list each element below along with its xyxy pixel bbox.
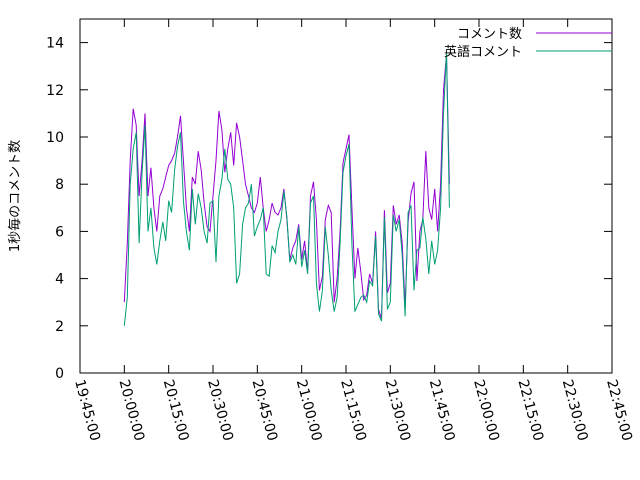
y-tick-label: 14 [46, 36, 64, 52]
x-tick-label: 20:45:00 [248, 378, 280, 443]
y-tick-label: 4 [55, 272, 64, 288]
y-tick-label: 6 [55, 224, 64, 240]
series-lines [123, 51, 450, 326]
x-tick-label: 21:45:00 [426, 378, 458, 443]
y-axis-ticks: 0 2 4 6 8 10 12 14 [46, 36, 612, 382]
y-tick-label: 2 [55, 319, 64, 335]
x-tick-label: 22:00:00 [470, 378, 502, 443]
x-tick-label: 21:15:00 [337, 378, 369, 443]
x-tick-label: 22:30:00 [559, 378, 591, 443]
legend-label: コメント数 [457, 27, 522, 42]
x-tick-label: 22:45:00 [603, 378, 635, 443]
x-tick-label: 21:00:00 [293, 378, 325, 443]
x-tick-label: 22:15:00 [514, 378, 546, 443]
x-tick-label: 20:00:00 [115, 378, 147, 443]
y-tick-label: 8 [55, 177, 64, 193]
y-axis-title: 1秒毎のコメント数 [7, 140, 23, 252]
y-tick-label: 12 [46, 83, 64, 99]
y-tick-label: 10 [46, 130, 64, 146]
series-line [123, 51, 450, 326]
legend-label: 英語コメント [444, 44, 522, 60]
x-tick-label: 20:30:00 [204, 378, 236, 443]
y-tick-label: 0 [55, 366, 64, 382]
x-tick-label: 19:45:00 [71, 378, 103, 443]
x-tick-label: 20:15:00 [160, 378, 192, 443]
x-tick-label: 21:30:00 [381, 378, 413, 443]
